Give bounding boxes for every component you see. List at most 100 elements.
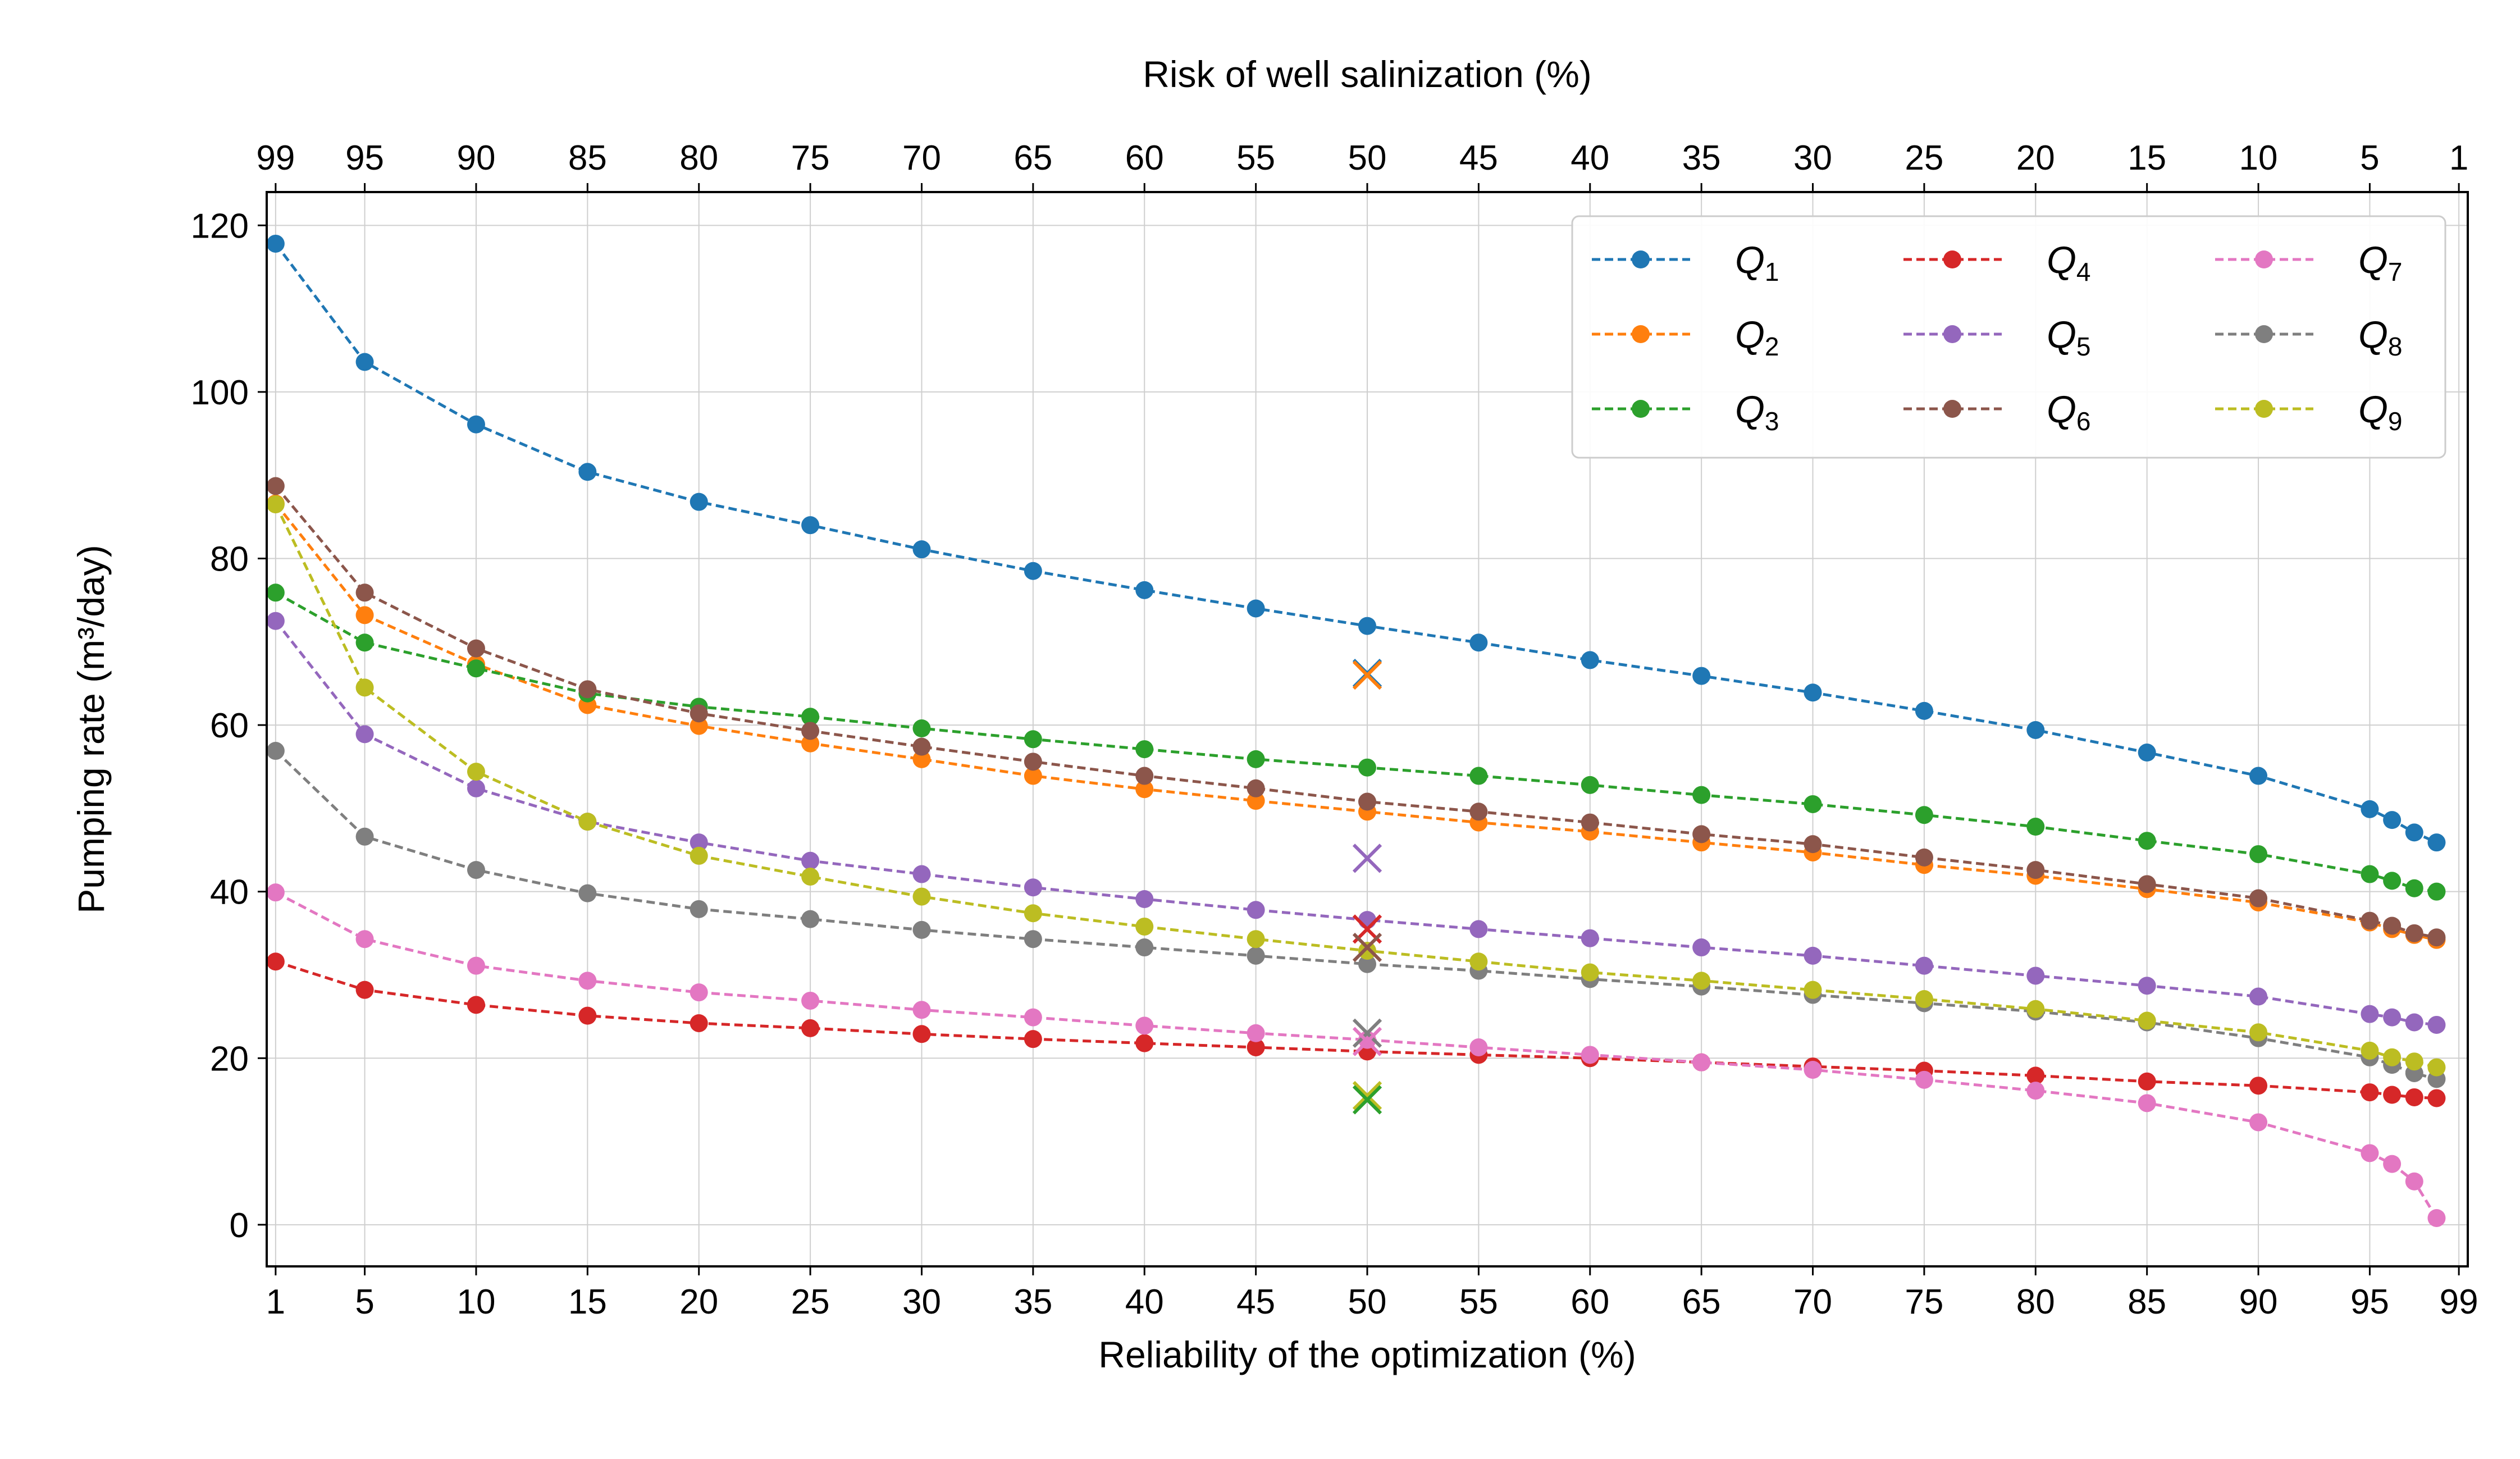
data-point-q7 — [2249, 1113, 2268, 1132]
data-point-q9 — [1915, 990, 1933, 1008]
data-point-q6 — [2427, 928, 2446, 947]
series-q3 — [266, 583, 2446, 901]
data-point-q6 — [690, 704, 708, 723]
data-point-q6 — [912, 737, 931, 756]
top-x-tick-label: 85 — [568, 139, 607, 177]
x-tick-label: 45 — [1236, 1283, 1275, 1321]
data-point-q1 — [2405, 823, 2423, 842]
data-point-q9 — [1024, 904, 1042, 923]
top-x-tick-label: 15 — [2128, 139, 2166, 177]
legend-item-q2: Q2 — [1592, 313, 1779, 361]
x-tick-label: 5 — [355, 1283, 374, 1321]
series-line-q8 — [275, 750, 2437, 1080]
axis-ticks: 1 5 10 15 20 25 30 35 40 45 50 55 60 65 70 75 80 85 90 95 99… — [191, 139, 2478, 1321]
data-point-q6 — [2405, 924, 2423, 942]
data-point-q8 — [690, 900, 708, 918]
data-point-q1 — [690, 493, 708, 511]
data-point-q6 — [1692, 825, 1711, 844]
data-point-q7 — [912, 1001, 931, 1019]
data-point-q4 — [355, 981, 374, 999]
data-point-q5 — [1581, 929, 1599, 947]
data-point-q4 — [801, 1019, 820, 1037]
top-x-tick-label: 99 — [256, 139, 295, 177]
data-point-q7 — [1804, 1061, 1822, 1079]
data-point-q6 — [2138, 875, 2156, 893]
y-axis-label: Pumping rate (m³/day) — [70, 545, 112, 914]
data-point-q9 — [355, 678, 374, 697]
data-point-q4 — [690, 1014, 708, 1032]
x-tick-label: 90 — [2239, 1283, 2278, 1321]
x-tick-label: 99 — [2440, 1283, 2478, 1321]
data-point-q8 — [266, 742, 285, 760]
data-point-q5 — [1247, 901, 1265, 919]
legend-label: Q7 — [2358, 239, 2403, 286]
top-x-tick-label: 40 — [1571, 139, 1609, 177]
data-point-q7 — [2138, 1094, 2156, 1113]
top-x-tick-label: 70 — [902, 139, 941, 177]
data-point-q4 — [2427, 1089, 2446, 1107]
data-point-q9 — [578, 813, 597, 831]
data-point-q2 — [801, 734, 820, 753]
data-point-q9 — [2249, 1023, 2268, 1042]
series-line-q4 — [275, 960, 2437, 1100]
data-point-q1 — [467, 415, 485, 434]
x-tick-label: 25 — [791, 1283, 830, 1321]
data-point-q5 — [1692, 938, 1711, 957]
data-point-q7 — [2361, 1144, 2379, 1162]
data-point-q8 — [1247, 946, 1265, 965]
data-point-q5 — [2427, 1015, 2446, 1034]
series-q5 — [266, 612, 2446, 1034]
data-point-q5 — [2249, 987, 2268, 1006]
data-point-q5 — [2138, 977, 2156, 995]
legend-label: Q3 — [1735, 388, 1779, 436]
data-point-q7 — [2405, 1172, 2423, 1191]
data-point-q4 — [467, 996, 485, 1014]
data-point-q7 — [1469, 1038, 1488, 1056]
data-point-q9 — [1469, 952, 1488, 971]
top-x-tick-label: 30 — [1793, 139, 1832, 177]
x-tick-label: 55 — [1459, 1283, 1498, 1321]
data-point-q9 — [1804, 981, 1822, 999]
data-point-q8 — [467, 861, 485, 879]
legend-item-q6: Q6 — [1903, 388, 2091, 436]
x-tick-label: 65 — [1682, 1283, 1721, 1321]
data-point-q1 — [1692, 667, 1711, 685]
data-point-q3 — [266, 583, 285, 602]
data-point-q7 — [266, 883, 285, 902]
data-point-q4 — [2383, 1086, 2402, 1104]
data-point-q6 — [1581, 813, 1599, 832]
data-point-q5 — [2405, 1013, 2423, 1032]
top-x-tick-label: 50 — [1348, 139, 1387, 177]
legend-label: Q9 — [2358, 388, 2403, 436]
series-line-q3 — [275, 591, 2437, 893]
data-point-q6 — [801, 722, 820, 740]
data-point-q5 — [1358, 911, 1376, 929]
x-marker-q8 — [1352, 1018, 1382, 1048]
data-point-q9 — [2026, 1000, 2045, 1018]
data-point-q2 — [355, 606, 374, 624]
data-point-q8 — [1135, 938, 1154, 957]
x-tick-label: 50 — [1348, 1283, 1387, 1321]
x-tick-label: 75 — [1905, 1283, 1943, 1321]
data-point-q6 — [2026, 861, 2045, 879]
legend-item-q8: Q8 — [2215, 313, 2403, 361]
data-point-q5 — [1804, 946, 1822, 965]
data-point-q9 — [467, 763, 485, 781]
data-point-q6 — [2383, 917, 2402, 935]
data-point-q9 — [266, 495, 285, 514]
data-point-q1 — [355, 353, 374, 371]
data-point-q4 — [2138, 1072, 2156, 1091]
x-marker-q6 — [1352, 932, 1382, 963]
legend-label: Q8 — [2358, 313, 2403, 361]
data-point-q3 — [2249, 845, 2268, 863]
data-point-q4 — [266, 952, 285, 971]
data-point-q7 — [1135, 1016, 1154, 1035]
x-tick-label: 70 — [1793, 1283, 1832, 1321]
data-point-q1 — [578, 463, 597, 481]
data-point-q4 — [2026, 1066, 2045, 1085]
data-point-q7 — [2383, 1155, 2402, 1173]
data-point-q6 — [578, 680, 597, 699]
data-point-q5 — [2361, 1005, 2379, 1023]
data-point-q1 — [1024, 562, 1042, 580]
